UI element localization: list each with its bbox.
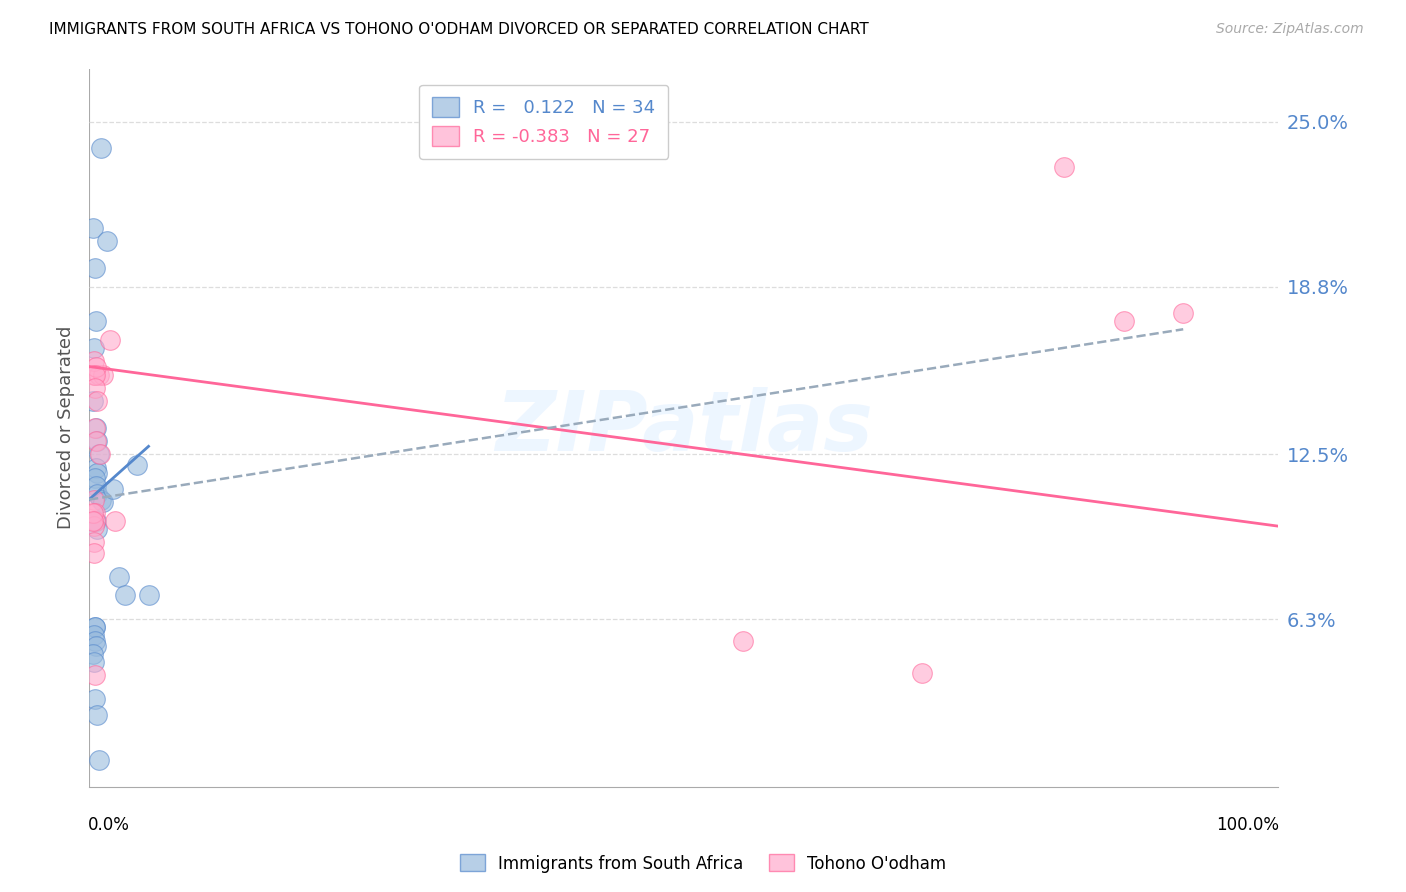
Point <box>91 495 114 509</box>
Point <box>82 506 104 520</box>
Point <box>84 368 107 382</box>
Point <box>84 421 107 435</box>
Point <box>84 692 107 706</box>
Point <box>84 421 107 435</box>
Point <box>86 466 108 480</box>
Point <box>83 546 105 560</box>
Point <box>84 639 107 653</box>
Point <box>84 381 107 395</box>
Legend: R =   0.122   N = 34, R = -0.383   N = 27: R = 0.122 N = 34, R = -0.383 N = 27 <box>419 85 668 159</box>
Point <box>84 359 107 374</box>
Point <box>84 471 107 485</box>
Point <box>90 492 112 507</box>
Point <box>86 487 108 501</box>
Point <box>86 394 108 409</box>
Point <box>86 708 108 723</box>
Point <box>84 620 107 634</box>
Text: 0.0%: 0.0% <box>89 815 129 834</box>
Point <box>104 514 127 528</box>
Point <box>86 434 108 448</box>
Point <box>83 519 105 533</box>
Text: Source: ZipAtlas.com: Source: ZipAtlas.com <box>1216 22 1364 37</box>
Point <box>84 633 107 648</box>
Point <box>125 458 148 472</box>
Point <box>83 368 105 382</box>
Point <box>100 333 122 347</box>
Point <box>84 620 107 634</box>
Point <box>82 394 104 409</box>
Point <box>107 570 129 584</box>
Point <box>83 341 105 355</box>
Point <box>82 647 104 661</box>
Point <box>733 633 755 648</box>
Point <box>910 665 932 680</box>
Point <box>83 535 105 549</box>
Point <box>84 434 107 448</box>
Point <box>83 655 105 669</box>
Point <box>90 141 112 155</box>
Point <box>84 460 107 475</box>
Point <box>83 628 105 642</box>
Point <box>82 514 104 528</box>
Point <box>91 368 114 382</box>
Point <box>89 447 111 461</box>
Point <box>84 514 107 528</box>
Text: ZIPatlas: ZIPatlas <box>495 387 873 468</box>
Point <box>82 221 104 235</box>
Point <box>84 261 107 276</box>
Point <box>84 514 107 528</box>
Text: IMMIGRANTS FROM SOUTH AFRICA VS TOHONO O'ODHAM DIVORCED OR SEPARATED CORRELATION: IMMIGRANTS FROM SOUTH AFRICA VS TOHONO O… <box>49 22 869 37</box>
Point <box>96 235 118 249</box>
Point <box>84 479 107 493</box>
Point <box>84 506 107 520</box>
Point <box>83 354 105 368</box>
Point <box>1112 314 1135 328</box>
Point <box>1053 160 1076 174</box>
Point <box>87 368 110 382</box>
Point <box>87 447 110 461</box>
Point <box>114 588 136 602</box>
Point <box>83 492 105 507</box>
Point <box>87 753 110 767</box>
Text: 100.0%: 100.0% <box>1216 815 1279 834</box>
Point <box>84 668 107 682</box>
Point <box>138 588 160 602</box>
Point <box>86 522 108 536</box>
Point <box>84 314 107 328</box>
Point <box>1173 306 1195 320</box>
Point <box>101 482 124 496</box>
Y-axis label: Divorced or Separated: Divorced or Separated <box>58 326 75 530</box>
Legend: Immigrants from South Africa, Tohono O'odham: Immigrants from South Africa, Tohono O'o… <box>453 847 953 880</box>
